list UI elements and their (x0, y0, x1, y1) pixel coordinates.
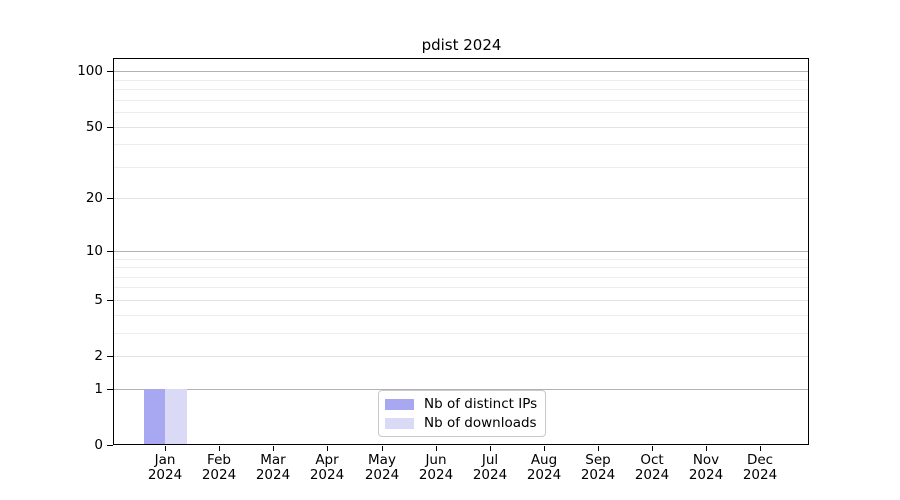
y-gridline-1 (114, 389, 808, 390)
x-tick-month: May (368, 452, 396, 468)
legend: Nb of distinct IPs Nb of downloads (378, 390, 546, 437)
x-tick-mar (273, 446, 274, 451)
x-tick-aug (544, 446, 545, 451)
y-gridline-minor-4 (114, 315, 808, 316)
chart-title: pdist 2024 (421, 36, 502, 54)
y-gridline-minor-8 (114, 267, 808, 268)
bar-downloads-jan (165, 388, 187, 445)
y-gridline-2 (114, 356, 808, 357)
x-tick-label-sep: Sep 2024 (568, 453, 628, 483)
x-tick-year: 2024 (688, 467, 724, 483)
legend-swatch-downloads (385, 417, 414, 429)
y-tick-label-1: 1 (94, 381, 103, 397)
y-tick-50 (107, 127, 113, 128)
x-tick-year: 2024 (580, 467, 616, 483)
x-tick-nov (706, 446, 707, 451)
y-gridline-minor-80 (114, 89, 808, 90)
x-tick-year: 2024 (147, 467, 183, 483)
x-tick-label-apr: Apr 2024 (297, 453, 357, 483)
y-gridline-10 (114, 251, 808, 252)
y-gridline-50 (114, 127, 808, 128)
x-tick-year: 2024 (255, 467, 291, 483)
x-tick-year: 2024 (742, 467, 778, 483)
y-gridline-20 (114, 198, 808, 199)
x-tick-sep (598, 446, 599, 451)
y-gridline-minor-7 (114, 277, 808, 278)
y-tick-100 (107, 71, 113, 72)
y-tick-label-0: 0 (94, 437, 103, 453)
y-gridline-minor-30 (114, 167, 808, 168)
x-tick-label-dec: Dec 2024 (730, 453, 790, 483)
legend-swatch-distinct-ips (385, 398, 414, 410)
x-tick-label-nov: Nov 2024 (676, 453, 736, 483)
x-tick-oct (652, 446, 653, 451)
x-tick-month: Sep (585, 452, 611, 468)
legend-label-distinct-ips: Nb of distinct IPs (424, 396, 538, 412)
y-tick-label-50: 50 (85, 119, 103, 135)
x-tick-label-oct: Oct 2024 (622, 453, 682, 483)
y-gridline-5 (114, 300, 808, 301)
x-tick-label-jan: Jan 2024 (135, 453, 195, 483)
x-tick-dec (760, 446, 761, 451)
y-gridline-minor-3 (114, 333, 808, 334)
x-tick-year: 2024 (364, 467, 400, 483)
x-tick-month: Apr (315, 452, 339, 468)
x-tick-apr (327, 446, 328, 451)
x-tick-month: Oct (640, 452, 664, 468)
y-tick-label-10: 10 (85, 243, 103, 259)
x-tick-year: 2024 (418, 467, 454, 483)
x-tick-month: Jul (481, 452, 499, 468)
y-gridline-minor-90 (114, 80, 808, 81)
y-tick-label-2: 2 (94, 348, 103, 364)
x-tick-label-aug: Aug 2024 (514, 453, 574, 483)
x-tick-jul (490, 446, 491, 451)
x-tick-year: 2024 (472, 467, 508, 483)
y-gridline-minor-60 (114, 112, 808, 113)
legend-item-distinct-ips: Nb of distinct IPs (385, 396, 539, 412)
y-gridline-minor-6 (114, 287, 808, 288)
x-tick-jun (436, 446, 437, 451)
x-tick-year: 2024 (526, 467, 562, 483)
y-tick-0 (107, 445, 113, 446)
x-tick-month: Aug (530, 452, 558, 468)
legend-item-downloads: Nb of downloads (385, 415, 539, 431)
x-tick-label-jul: Jul 2024 (460, 453, 520, 483)
y-gridline-100 (114, 71, 808, 72)
y-tick-label-100: 100 (77, 63, 103, 79)
bar-distinct-ips-jan (143, 388, 166, 445)
x-tick-feb (219, 446, 220, 451)
x-tick-label-mar: Mar 2024 (243, 453, 303, 483)
y-tick-2 (107, 356, 113, 357)
x-tick-year: 2024 (201, 467, 237, 483)
x-tick-jan (165, 446, 166, 451)
legend-label-downloads: Nb of downloads (424, 415, 537, 431)
x-tick-label-may: May 2024 (352, 453, 412, 483)
y-tick-1 (107, 389, 113, 390)
x-tick-month: Feb (207, 452, 231, 468)
x-tick-month: Dec (746, 452, 774, 468)
x-tick-month: Mar (260, 452, 286, 468)
y-gridline-minor-40 (114, 144, 808, 145)
x-tick-label-feb: Feb 2024 (189, 453, 249, 483)
y-tick-10 (107, 251, 113, 252)
y-tick-label-5: 5 (94, 292, 103, 308)
x-tick-may (382, 446, 383, 451)
x-tick-month: Nov (692, 452, 720, 468)
y-tick-5 (107, 300, 113, 301)
y-tick-label-20: 20 (85, 190, 103, 206)
x-tick-year: 2024 (309, 467, 345, 483)
y-gridline-minor-9 (114, 259, 808, 260)
x-tick-year: 2024 (634, 467, 670, 483)
y-tick-20 (107, 198, 113, 199)
x-tick-month: Jun (425, 452, 447, 468)
x-tick-label-jun: Jun 2024 (406, 453, 466, 483)
x-tick-month: Jan (154, 452, 176, 468)
y-gridline-minor-70 (114, 100, 808, 101)
